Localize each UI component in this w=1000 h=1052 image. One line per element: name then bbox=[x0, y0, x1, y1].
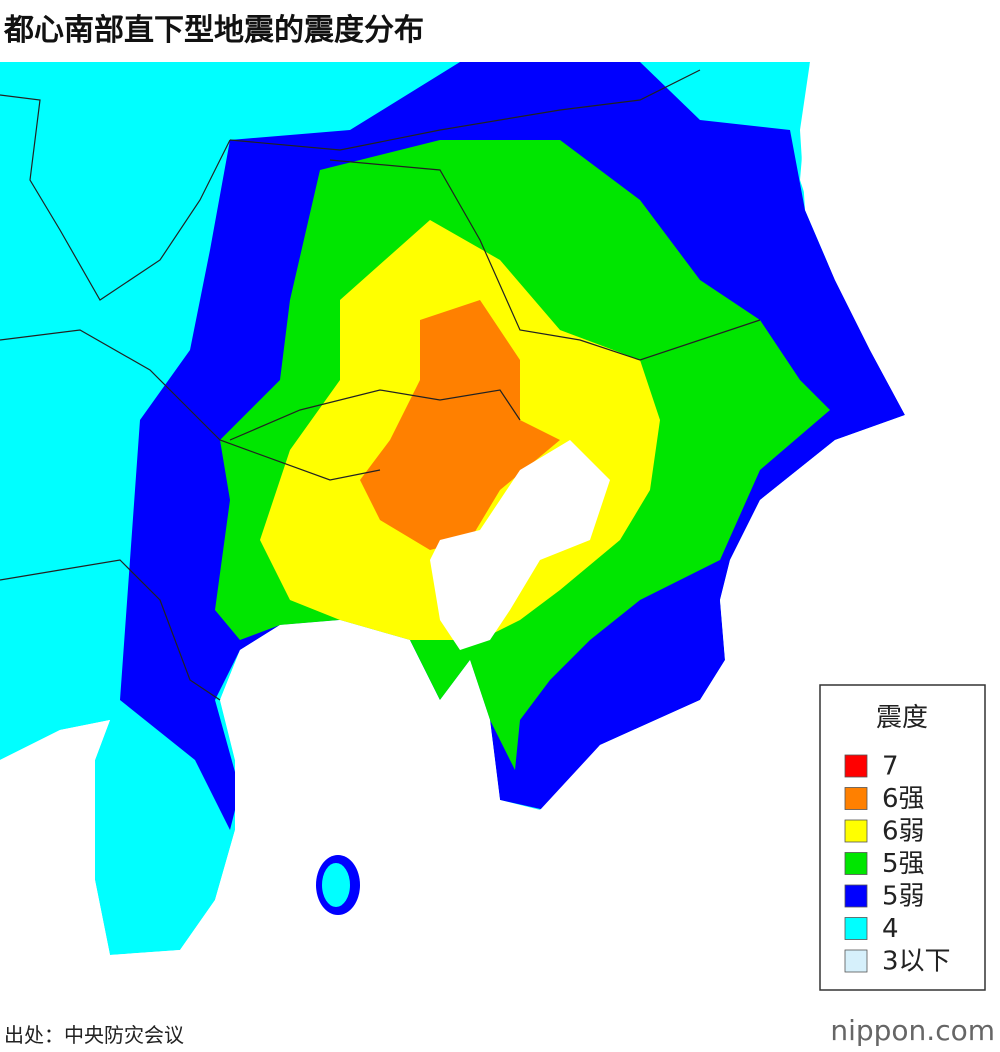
legend-swatch bbox=[844, 819, 868, 843]
logo-suffix: .com bbox=[926, 1014, 995, 1047]
map bbox=[0, 62, 1000, 1010]
legend-label: 4 bbox=[882, 914, 899, 944]
zone-6-strong bbox=[360, 300, 560, 550]
legend-label: 3以下 bbox=[882, 947, 951, 977]
izu-oshima-inner bbox=[322, 863, 350, 907]
legend-label: 6强 bbox=[882, 784, 925, 814]
legend-title: 震度 bbox=[876, 703, 928, 733]
prefecture-border bbox=[229, 69, 701, 151]
prefecture-border bbox=[0, 94, 231, 301]
tokyo-bay bbox=[430, 440, 610, 650]
legend-swatch bbox=[844, 949, 868, 973]
logo-text: nippon bbox=[830, 1014, 926, 1047]
eastern-sea bbox=[800, 62, 1000, 415]
legend-swatch bbox=[844, 852, 868, 875]
logo: nippon.com bbox=[830, 1014, 995, 1047]
legend-label: 7 bbox=[882, 752, 899, 782]
prefecture-border bbox=[329, 159, 761, 361]
legend-label: 5弱 bbox=[882, 882, 925, 912]
legend-label: 6弱 bbox=[882, 817, 925, 847]
prefecture-border bbox=[0, 559, 221, 701]
prefecture-border bbox=[0, 329, 381, 481]
legend-swatch bbox=[844, 754, 868, 778]
title: 都心南部直下型地震的震度分布 bbox=[3, 13, 424, 48]
legend-label: 5强 bbox=[882, 849, 925, 879]
legend-swatch bbox=[844, 917, 868, 940]
source: 出处：中央防灾会议 bbox=[4, 1023, 184, 1047]
legend-swatch bbox=[844, 884, 868, 908]
legend-swatch bbox=[844, 787, 868, 810]
southern-sea bbox=[0, 415, 1000, 1010]
prefecture-border bbox=[229, 389, 521, 441]
